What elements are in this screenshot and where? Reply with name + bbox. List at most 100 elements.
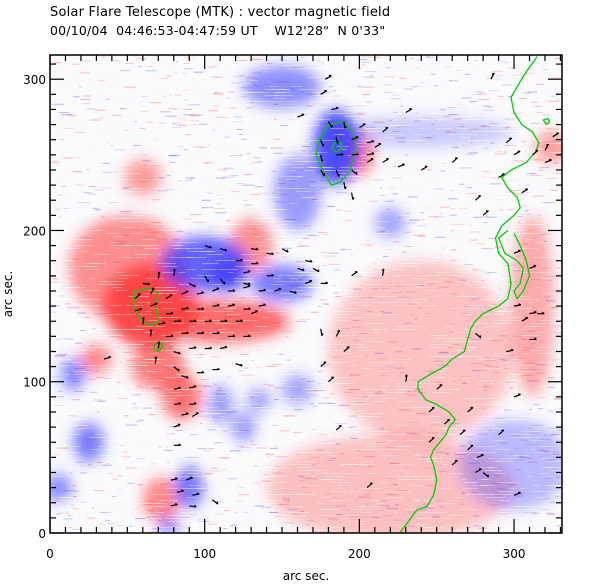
scan-line xyxy=(398,182,415,183)
noise-streak xyxy=(207,523,219,525)
scan-line xyxy=(297,473,311,474)
noise-streak xyxy=(236,129,243,130)
noise-streak xyxy=(471,93,481,95)
noise-streak xyxy=(503,184,506,186)
field-vector-head xyxy=(224,319,228,322)
scan-line xyxy=(214,527,219,528)
scan-line xyxy=(134,416,151,417)
scan-line xyxy=(71,362,82,363)
scan-line xyxy=(206,254,223,255)
noise-streak xyxy=(226,220,231,222)
scan-line xyxy=(259,518,278,519)
scan-line xyxy=(495,518,502,519)
noise-streak xyxy=(434,236,446,238)
scan-line xyxy=(552,455,557,456)
scan-line xyxy=(530,440,546,441)
scan-line xyxy=(185,257,207,258)
scan-line xyxy=(187,140,207,141)
scan-line xyxy=(361,413,383,414)
scan-line xyxy=(528,95,541,96)
scan-line xyxy=(428,113,442,114)
scan-line xyxy=(204,194,223,195)
noise-streak xyxy=(384,92,396,93)
scan-line xyxy=(499,518,514,519)
scan-line xyxy=(145,278,164,279)
noise-streak xyxy=(462,223,467,225)
scan-line xyxy=(489,65,499,66)
field-vector-head xyxy=(337,329,340,332)
scan-line xyxy=(362,341,384,342)
noise-streak xyxy=(223,167,234,169)
scan-line xyxy=(447,434,463,435)
scan-line xyxy=(158,161,180,162)
noise-streak xyxy=(320,180,330,182)
scan-line xyxy=(303,308,321,309)
scan-line xyxy=(54,353,67,354)
scan-line xyxy=(366,461,373,462)
field-vector xyxy=(467,407,474,413)
scan-line xyxy=(347,428,370,429)
scan-line xyxy=(546,143,559,144)
noise-streak xyxy=(373,56,381,58)
noise-streak xyxy=(197,520,210,522)
scan-line xyxy=(464,86,476,87)
scan-line xyxy=(226,410,234,411)
scan-line xyxy=(389,239,398,240)
scan-line xyxy=(271,137,283,138)
scan-line xyxy=(245,92,252,93)
scan-line xyxy=(60,497,74,498)
scan-line xyxy=(94,164,105,165)
scan-line xyxy=(50,224,57,225)
scan-line xyxy=(455,425,464,426)
scan-line xyxy=(550,83,559,84)
scan-line xyxy=(391,269,404,270)
noise-streak xyxy=(343,106,353,107)
scan-line xyxy=(99,146,121,147)
scan-line xyxy=(221,500,242,501)
polarity-region-negative xyxy=(209,260,247,291)
scan-line xyxy=(155,188,173,189)
scan-line xyxy=(60,365,81,366)
scan-line xyxy=(534,332,547,333)
scan-line xyxy=(514,149,520,150)
scan-line xyxy=(185,248,204,249)
field-vector xyxy=(173,350,181,355)
noise-streak xyxy=(231,191,239,192)
field-vector-head xyxy=(193,401,197,405)
noise-streak xyxy=(72,528,83,530)
noise-streak xyxy=(272,425,278,426)
scan-line xyxy=(486,461,501,462)
noise-streak xyxy=(80,329,86,331)
scan-line xyxy=(172,332,181,333)
scan-line xyxy=(422,161,444,162)
scan-line xyxy=(550,311,558,312)
field-vector-head xyxy=(232,334,236,337)
scan-line xyxy=(487,305,499,306)
scan-line xyxy=(415,287,428,288)
scan-line xyxy=(344,116,358,117)
noise-streak xyxy=(366,244,374,246)
noise-streak xyxy=(96,462,103,463)
scan-line xyxy=(511,248,524,249)
scan-line xyxy=(91,470,113,471)
scan-line xyxy=(398,401,414,402)
noise-streak xyxy=(529,61,534,63)
noise-streak xyxy=(274,119,278,120)
noise-streak xyxy=(51,351,56,353)
noise-streak xyxy=(237,182,244,184)
scan-line xyxy=(225,89,237,90)
scan-line xyxy=(257,458,277,459)
scan-line xyxy=(450,473,464,474)
noise-streak xyxy=(87,517,95,519)
scan-line xyxy=(399,281,407,282)
scan-line xyxy=(141,530,161,531)
scan-line xyxy=(312,413,333,414)
scan-line xyxy=(123,386,134,387)
field-vector-head xyxy=(518,393,521,396)
scan-line xyxy=(475,224,493,225)
noise-streak xyxy=(117,347,120,349)
scan-line xyxy=(85,266,95,267)
noise-streak xyxy=(80,99,91,100)
scan-line xyxy=(220,392,230,393)
scan-line xyxy=(292,167,304,168)
